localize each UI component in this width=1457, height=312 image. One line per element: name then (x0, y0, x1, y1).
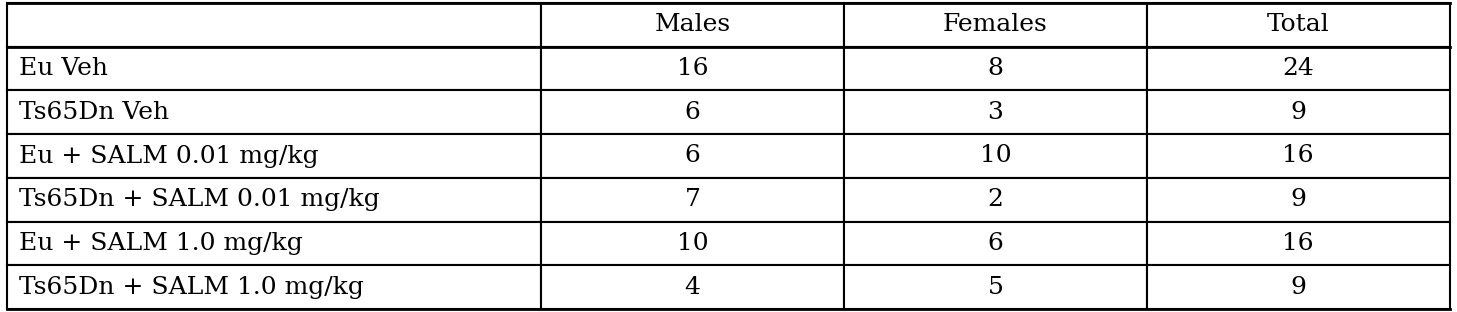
Text: 6: 6 (988, 232, 1004, 255)
Text: 16: 16 (1282, 144, 1314, 168)
Text: Ts65Dn Veh: Ts65Dn Veh (19, 101, 169, 124)
Text: Males: Males (654, 13, 730, 37)
Text: 24: 24 (1282, 57, 1314, 80)
Text: 6: 6 (685, 144, 701, 168)
Text: Females: Females (943, 13, 1048, 37)
Text: 5: 5 (988, 275, 1004, 299)
Text: Eu Veh: Eu Veh (19, 57, 108, 80)
Text: 16: 16 (1282, 232, 1314, 255)
Text: 10: 10 (979, 144, 1011, 168)
Text: 8: 8 (988, 57, 1004, 80)
Text: 4: 4 (685, 275, 701, 299)
Text: Ts65Dn + SALM 1.0 mg/kg: Ts65Dn + SALM 1.0 mg/kg (19, 275, 364, 299)
Text: 9: 9 (1291, 101, 1305, 124)
Text: 6: 6 (685, 101, 701, 124)
Text: 2: 2 (988, 188, 1004, 211)
Text: 9: 9 (1291, 275, 1305, 299)
Text: 16: 16 (676, 57, 708, 80)
Text: Eu + SALM 1.0 mg/kg: Eu + SALM 1.0 mg/kg (19, 232, 303, 255)
Text: Ts65Dn + SALM 0.01 mg/kg: Ts65Dn + SALM 0.01 mg/kg (19, 188, 380, 211)
Text: 7: 7 (685, 188, 701, 211)
Text: 3: 3 (988, 101, 1004, 124)
Text: 9: 9 (1291, 188, 1305, 211)
Text: Total: Total (1268, 13, 1330, 37)
Text: Eu + SALM 0.01 mg/kg: Eu + SALM 0.01 mg/kg (19, 144, 319, 168)
Text: 10: 10 (676, 232, 708, 255)
